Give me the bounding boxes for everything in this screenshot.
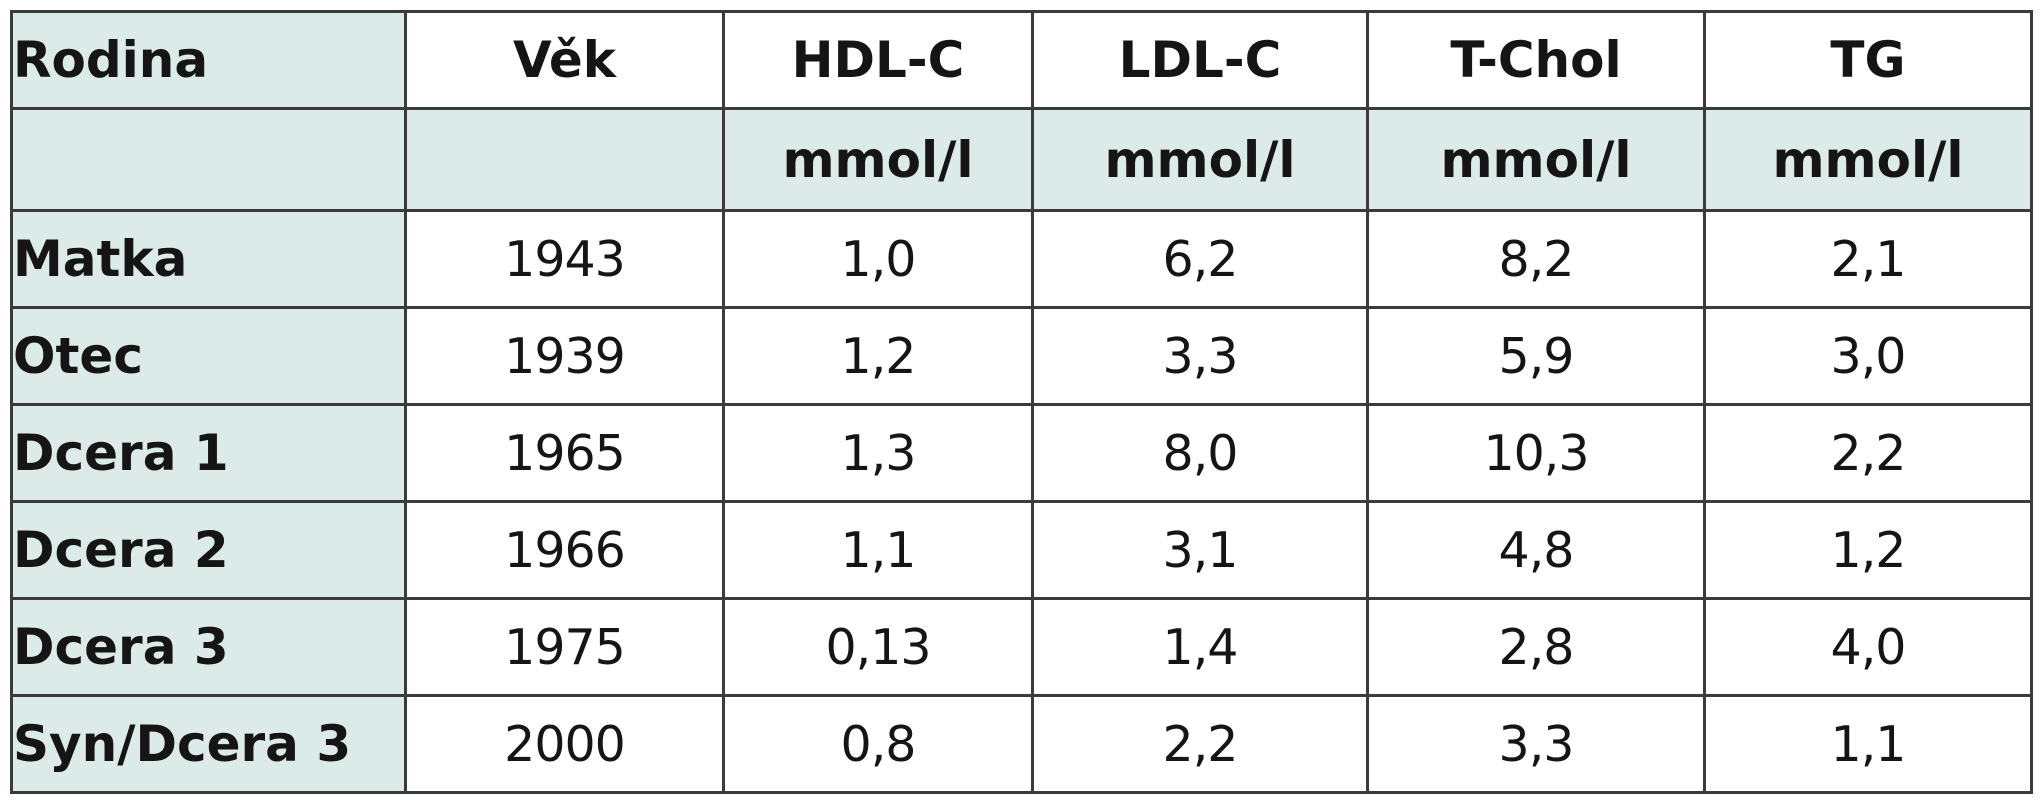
cell-vek: 1975 bbox=[404, 597, 725, 697]
table-row: Dcera 3 1975 0,13 1,4 2,8 4,0 bbox=[10, 597, 2033, 697]
cell-tg: 2,1 bbox=[1703, 209, 2033, 309]
cell-t-chol: 10,3 bbox=[1366, 403, 1706, 503]
cell-vek: 1965 bbox=[404, 403, 725, 503]
cell-t-chol: 8,2 bbox=[1366, 209, 1706, 309]
cell-ldl-c: 1,4 bbox=[1031, 597, 1369, 697]
cell-t-chol: 5,9 bbox=[1366, 306, 1706, 406]
table-row: Otec 1939 1,2 3,3 5,9 3,0 bbox=[10, 306, 2033, 406]
table-row: Matka 1943 1,0 6,2 8,2 2,1 bbox=[10, 209, 2033, 309]
cell-ldl-c: 6,2 bbox=[1031, 209, 1369, 309]
cell-tg: 2,2 bbox=[1703, 403, 2033, 503]
table-row: Dcera 2 1966 1,1 3,1 4,8 1,2 bbox=[10, 500, 2033, 600]
header-vek: Věk bbox=[404, 10, 725, 110]
header-t-chol: T-Chol bbox=[1366, 10, 1706, 110]
header-tg: TG bbox=[1703, 10, 2033, 110]
cell-hdl-c: 0,8 bbox=[722, 694, 1034, 794]
cell-tg: 1,2 bbox=[1703, 500, 2033, 600]
unit-tg: mmol/l bbox=[1703, 107, 2033, 212]
family-member: Dcera 2 bbox=[10, 500, 407, 600]
cell-ldl-c: 8,0 bbox=[1031, 403, 1369, 503]
cell-vek: 1966 bbox=[404, 500, 725, 600]
unit-hdl-c: mmol/l bbox=[722, 107, 1034, 212]
cell-tg: 3,0 bbox=[1703, 306, 2033, 406]
family-member: Matka bbox=[10, 209, 407, 309]
table-row: Dcera 1 1965 1,3 8,0 10,3 2,2 bbox=[10, 403, 2033, 503]
cell-t-chol: 3,3 bbox=[1366, 694, 1706, 794]
cell-hdl-c: 1,1 bbox=[722, 500, 1034, 600]
cell-hdl-c: 1,3 bbox=[722, 403, 1034, 503]
header-rodina: Rodina bbox=[10, 10, 407, 110]
cell-t-chol: 4,8 bbox=[1366, 500, 1706, 600]
family-member: Dcera 3 bbox=[10, 597, 407, 697]
cell-vek: 1943 bbox=[404, 209, 725, 309]
cell-ldl-c: 3,1 bbox=[1031, 500, 1369, 600]
cell-tg: 1,1 bbox=[1703, 694, 2033, 794]
cell-hdl-c: 1,0 bbox=[722, 209, 1034, 309]
cell-ldl-c: 2,2 bbox=[1031, 694, 1369, 794]
table-row: Syn/Dcera 3 2000 0,8 2,2 3,3 1,1 bbox=[10, 694, 2033, 794]
cell-hdl-c: 1,2 bbox=[722, 306, 1034, 406]
family-member: Dcera 1 bbox=[10, 403, 407, 503]
cell-hdl-c: 0,13 bbox=[722, 597, 1034, 697]
lipid-table: Rodina Věk HDL-C LDL-C T-Chol TG mmol/l … bbox=[10, 10, 2033, 794]
unit-vek bbox=[404, 107, 725, 212]
cell-vek: 2000 bbox=[404, 694, 725, 794]
header-hdl-c: HDL-C bbox=[722, 10, 1034, 110]
family-member: Syn/Dcera 3 bbox=[10, 694, 407, 794]
cell-vek: 1939 bbox=[404, 306, 725, 406]
unit-rodina bbox=[10, 107, 407, 212]
cell-ldl-c: 3,3 bbox=[1031, 306, 1369, 406]
family-member: Otec bbox=[10, 306, 407, 406]
unit-t-chol: mmol/l bbox=[1366, 107, 1706, 212]
header-ldl-c: LDL-C bbox=[1031, 10, 1369, 110]
cell-tg: 4,0 bbox=[1703, 597, 2033, 697]
header-row: Rodina Věk HDL-C LDL-C T-Chol TG bbox=[10, 10, 2033, 110]
cell-t-chol: 2,8 bbox=[1366, 597, 1706, 697]
unit-ldl-c: mmol/l bbox=[1031, 107, 1369, 212]
units-row: mmol/l mmol/l mmol/l mmol/l bbox=[10, 107, 2033, 212]
